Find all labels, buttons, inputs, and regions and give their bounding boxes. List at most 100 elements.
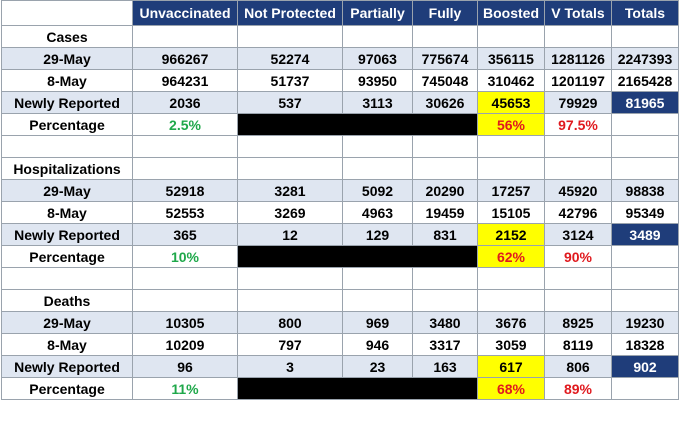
value-cell-v-totals: 806 <box>544 355 612 378</box>
spacer-cell <box>237 267 343 290</box>
value-cell-totals: 18328 <box>611 333 679 356</box>
value-cell-totals: 98838 <box>611 179 679 202</box>
value-cell-partially: 93950 <box>342 69 413 92</box>
empty-cell <box>611 377 679 400</box>
redacted-block <box>237 245 478 268</box>
cases-title-row: Cases <box>1 25 679 48</box>
empty-cell <box>611 157 679 180</box>
row-label: 8-May <box>1 69 133 92</box>
row-label: Percentage <box>1 245 133 268</box>
value-cell-boosted: 310462 <box>477 69 545 92</box>
spacer-cell <box>477 267 545 290</box>
empty-cell <box>342 157 413 180</box>
deaths-percentage-row: Percentage 11% 68% 89% <box>1 377 679 400</box>
value-cell-totals: 2165428 <box>611 69 679 92</box>
spacer-cell <box>132 135 238 158</box>
pct-unvaccinated: 10% <box>132 245 238 268</box>
value-cell-boosted: 617 <box>477 355 545 378</box>
cases-section-title: Cases <box>1 25 133 48</box>
value-cell-not-protected: 3269 <box>237 201 343 224</box>
hospitalizations-section-title: Hospitalizations <box>1 157 133 180</box>
row-label: 29-May <box>1 179 133 202</box>
spacer-cell <box>237 135 343 158</box>
value-cell-v-totals: 1201197 <box>544 69 612 92</box>
value-cell-unvaccinated: 365 <box>132 223 238 246</box>
pct-boosted: 68% <box>477 377 545 400</box>
value-cell-not-protected: 52274 <box>237 47 343 70</box>
value-cell-not-protected: 51737 <box>237 69 343 92</box>
value-cell-partially: 969 <box>342 311 413 334</box>
value-cell-v-totals: 8119 <box>544 333 612 356</box>
empty-cell <box>237 289 343 312</box>
value-cell-not-protected: 3281 <box>237 179 343 202</box>
value-cell-fully: 831 <box>412 223 478 246</box>
value-cell-partially: 3113 <box>342 91 413 114</box>
spacer-cell <box>132 267 238 290</box>
vaccination-status-table: Unvaccinated Not Protected Partially Ful… <box>1 0 679 400</box>
value-cell-not-protected: 12 <box>237 223 343 246</box>
empty-cell <box>342 25 413 48</box>
header-fully: Fully <box>412 0 478 26</box>
value-cell-not-protected: 3 <box>237 355 343 378</box>
value-cell-boosted: 3059 <box>477 333 545 356</box>
empty-cell <box>611 245 679 268</box>
header-corner <box>1 0 133 26</box>
spacer-cell <box>342 135 413 158</box>
cases-row-newly-reported: Newly Reported 2036 537 3113 30626 45653 79929… <box>1 91 679 114</box>
value-cell-totals: 902 <box>611 355 679 378</box>
empty-cell <box>544 289 612 312</box>
empty-cell <box>611 113 679 136</box>
value-cell-boosted: 17257 <box>477 179 545 202</box>
value-cell-not-protected: 537 <box>237 91 343 114</box>
value-cell-unvaccinated: 10209 <box>132 333 238 356</box>
deaths-title-row: Deaths <box>1 289 679 312</box>
value-cell-v-totals: 45920 <box>544 179 612 202</box>
empty-cell <box>412 25 478 48</box>
spacer-cell <box>477 135 545 158</box>
spacer-cell <box>412 135 478 158</box>
deaths-section-title: Deaths <box>1 289 133 312</box>
redacted-block <box>237 377 478 400</box>
cases-row-8-may: 8-May 964231 51737 93950 745048 310462 1201197… <box>1 69 679 92</box>
value-cell-totals: 2247393 <box>611 47 679 70</box>
spacer-cell <box>611 135 679 158</box>
empty-cell <box>544 157 612 180</box>
row-label: 8-May <box>1 201 133 224</box>
value-cell-boosted: 3676 <box>477 311 545 334</box>
section-spacer <box>1 135 679 158</box>
value-cell-fully: 20290 <box>412 179 478 202</box>
value-cell-v-totals: 42796 <box>544 201 612 224</box>
empty-cell <box>132 289 238 312</box>
empty-cell <box>477 25 545 48</box>
value-cell-fully: 3480 <box>412 311 478 334</box>
spacer-cell <box>611 267 679 290</box>
value-cell-fully: 163 <box>412 355 478 378</box>
row-label: 29-May <box>1 47 133 70</box>
value-cell-unvaccinated: 96 <box>132 355 238 378</box>
value-cell-unvaccinated: 2036 <box>132 91 238 114</box>
spacer-cell <box>544 135 612 158</box>
pct-v-totals: 97.5% <box>544 113 612 136</box>
value-cell-unvaccinated: 10305 <box>132 311 238 334</box>
value-cell-fully: 775674 <box>412 47 478 70</box>
hospitalizations-percentage-row: Percentage 10% 62% 90% <box>1 245 679 268</box>
header-not-protected: Not Protected <box>237 0 343 26</box>
pct-boosted: 56% <box>477 113 545 136</box>
spacer-cell <box>342 267 413 290</box>
value-cell-not-protected: 800 <box>237 311 343 334</box>
pct-boosted: 62% <box>477 245 545 268</box>
pct-v-totals: 89% <box>544 377 612 400</box>
empty-cell <box>611 25 679 48</box>
value-cell-boosted: 2152 <box>477 223 545 246</box>
header-unvaccinated: Unvaccinated <box>132 0 238 26</box>
value-cell-partially: 97063 <box>342 47 413 70</box>
value-cell-boosted: 45653 <box>477 91 545 114</box>
cases-percentage-row: Percentage 2.5% 56% 97.5% <box>1 113 679 136</box>
row-label: 29-May <box>1 311 133 334</box>
value-cell-partially: 946 <box>342 333 413 356</box>
header-boosted: Boosted <box>477 0 545 26</box>
header-row: Unvaccinated Not Protected Partially Ful… <box>1 0 679 26</box>
empty-cell <box>611 289 679 312</box>
pct-unvaccinated: 2.5% <box>132 113 238 136</box>
cases-row-29-may: 29-May 966267 52274 97063 775674 356115 128112… <box>1 47 679 70</box>
